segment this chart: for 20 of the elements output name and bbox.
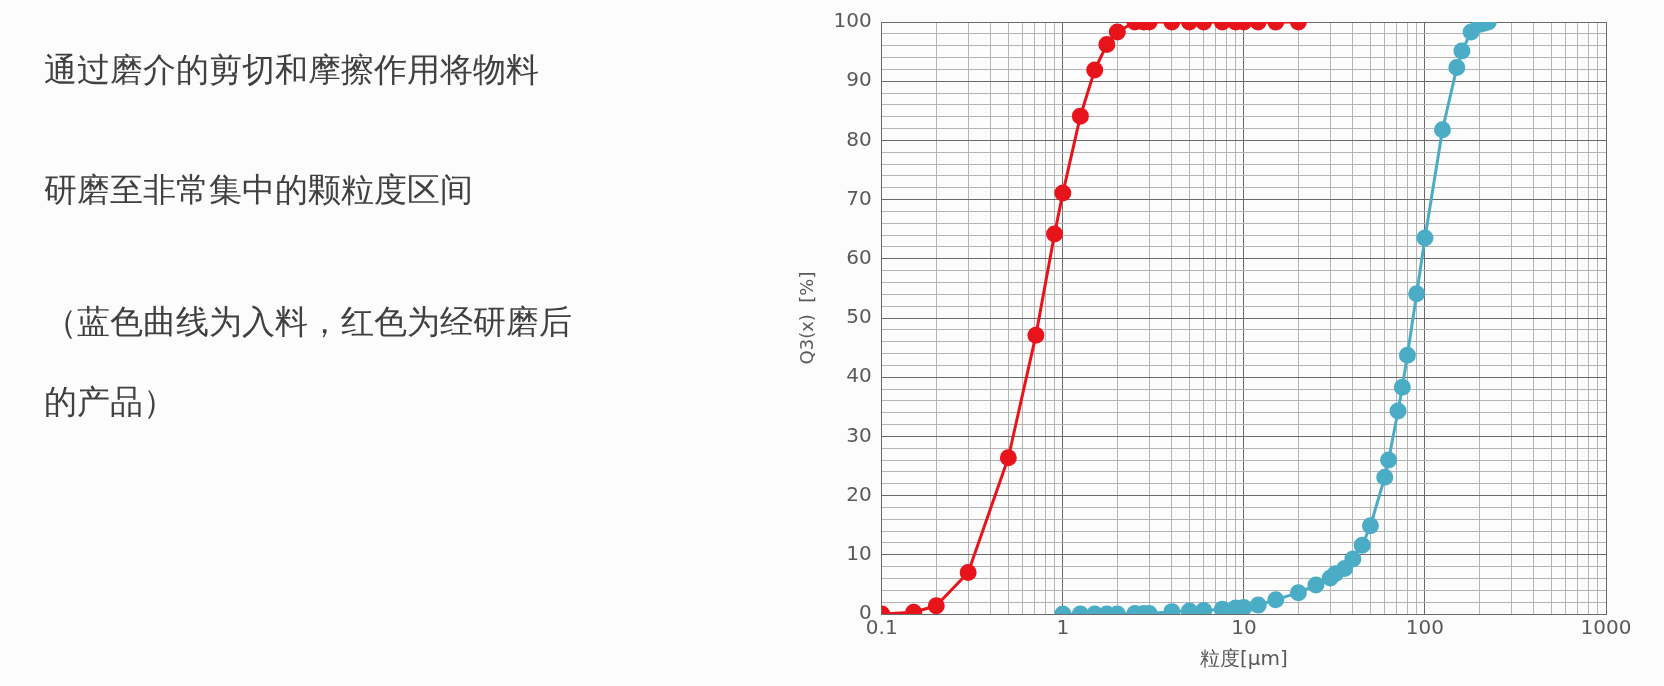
x-tick-label: 1 — [1056, 615, 1070, 640]
y-tick-label: 80 — [846, 126, 872, 151]
y-tick-label: 90 — [846, 67, 872, 92]
text: 通过磨介的剪切和摩擦作用将物料 — [44, 49, 539, 91]
y-tick-label: 40 — [846, 363, 872, 388]
y-tick-label: 100 — [833, 8, 872, 33]
x-axis-title: 粒度[μm] — [1199, 646, 1288, 671]
text: （蓝色曲线为入料，红色为经研磨后 — [44, 301, 572, 343]
text: 的产品） — [44, 381, 176, 423]
y-tick-label: 10 — [846, 541, 872, 565]
x-tick-label: 10 — [1231, 615, 1257, 640]
y-tick-label: 60 — [846, 245, 872, 269]
y-tick-label: 20 — [846, 481, 872, 506]
y-tick-label: 70 — [846, 185, 872, 210]
y-tick-label: 50 — [846, 304, 872, 329]
y-axis-title: Q3(x) [%] — [796, 271, 818, 365]
text: 研磨至非常集中的颗粒度区间 — [44, 169, 473, 211]
y-tick-label: 30 — [846, 422, 872, 447]
x-tick-label: 100 — [1405, 615, 1445, 640]
x-tick-label: 1000 — [1580, 615, 1632, 640]
